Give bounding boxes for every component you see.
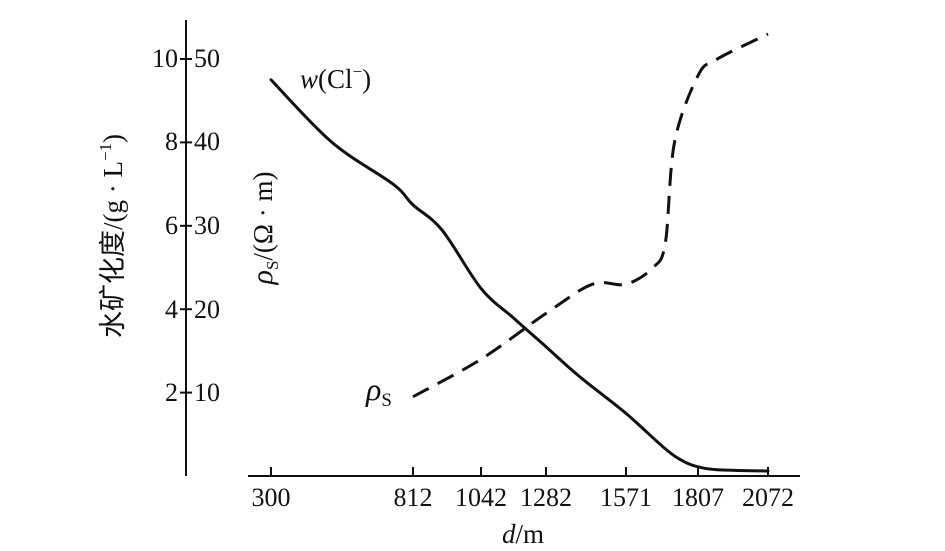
y-right-tick-label: 20 — [194, 295, 220, 324]
y-right-axis-title: ρS/(Ω · m) — [246, 172, 282, 286]
y-left-tick-labels: 2 4 6 8 10 — [152, 44, 178, 407]
x-tick-label: 1571 — [600, 483, 652, 512]
x-tick-label: 1042 — [455, 483, 507, 512]
x-axis-title: d/m — [502, 519, 544, 549]
series-label-w-cl: w(Cl−) — [300, 62, 371, 94]
x-tick-label: 1282 — [520, 483, 572, 512]
y-left-axis-title: 水矿化度/(g · L−1) — [96, 134, 128, 338]
y-right-tick-label: 50 — [194, 44, 220, 73]
x-tick-label: 2072 — [742, 483, 794, 512]
x-tick-label: 812 — [394, 483, 433, 512]
y-left-tick-label: 4 — [165, 295, 178, 324]
x-tick-label: 1807 — [672, 483, 724, 512]
y-right-tick-labels: 10 20 30 40 50 — [194, 44, 220, 407]
y-left-tick-label: 2 — [165, 378, 178, 407]
x-tick-marks — [270, 467, 769, 476]
x-tick-labels: 300 812 1042 1282 1571 1807 2072 — [252, 483, 795, 512]
y-tick-marks — [180, 58, 192, 394]
y-left-tick-label: 8 — [165, 127, 178, 156]
series-label-rho-s: ρS — [365, 371, 392, 411]
series-line-rho-s — [412, 32, 769, 399]
x-tick-label: 300 — [252, 483, 291, 512]
y-right-tick-label: 10 — [194, 378, 220, 407]
y-left-tick-label: 10 — [152, 44, 178, 73]
y-right-tick-label: 30 — [194, 211, 220, 240]
y-left-tick-label: 6 — [165, 211, 178, 240]
series-line-w-cl — [269, 78, 770, 473]
y-right-tick-label: 40 — [194, 127, 220, 156]
